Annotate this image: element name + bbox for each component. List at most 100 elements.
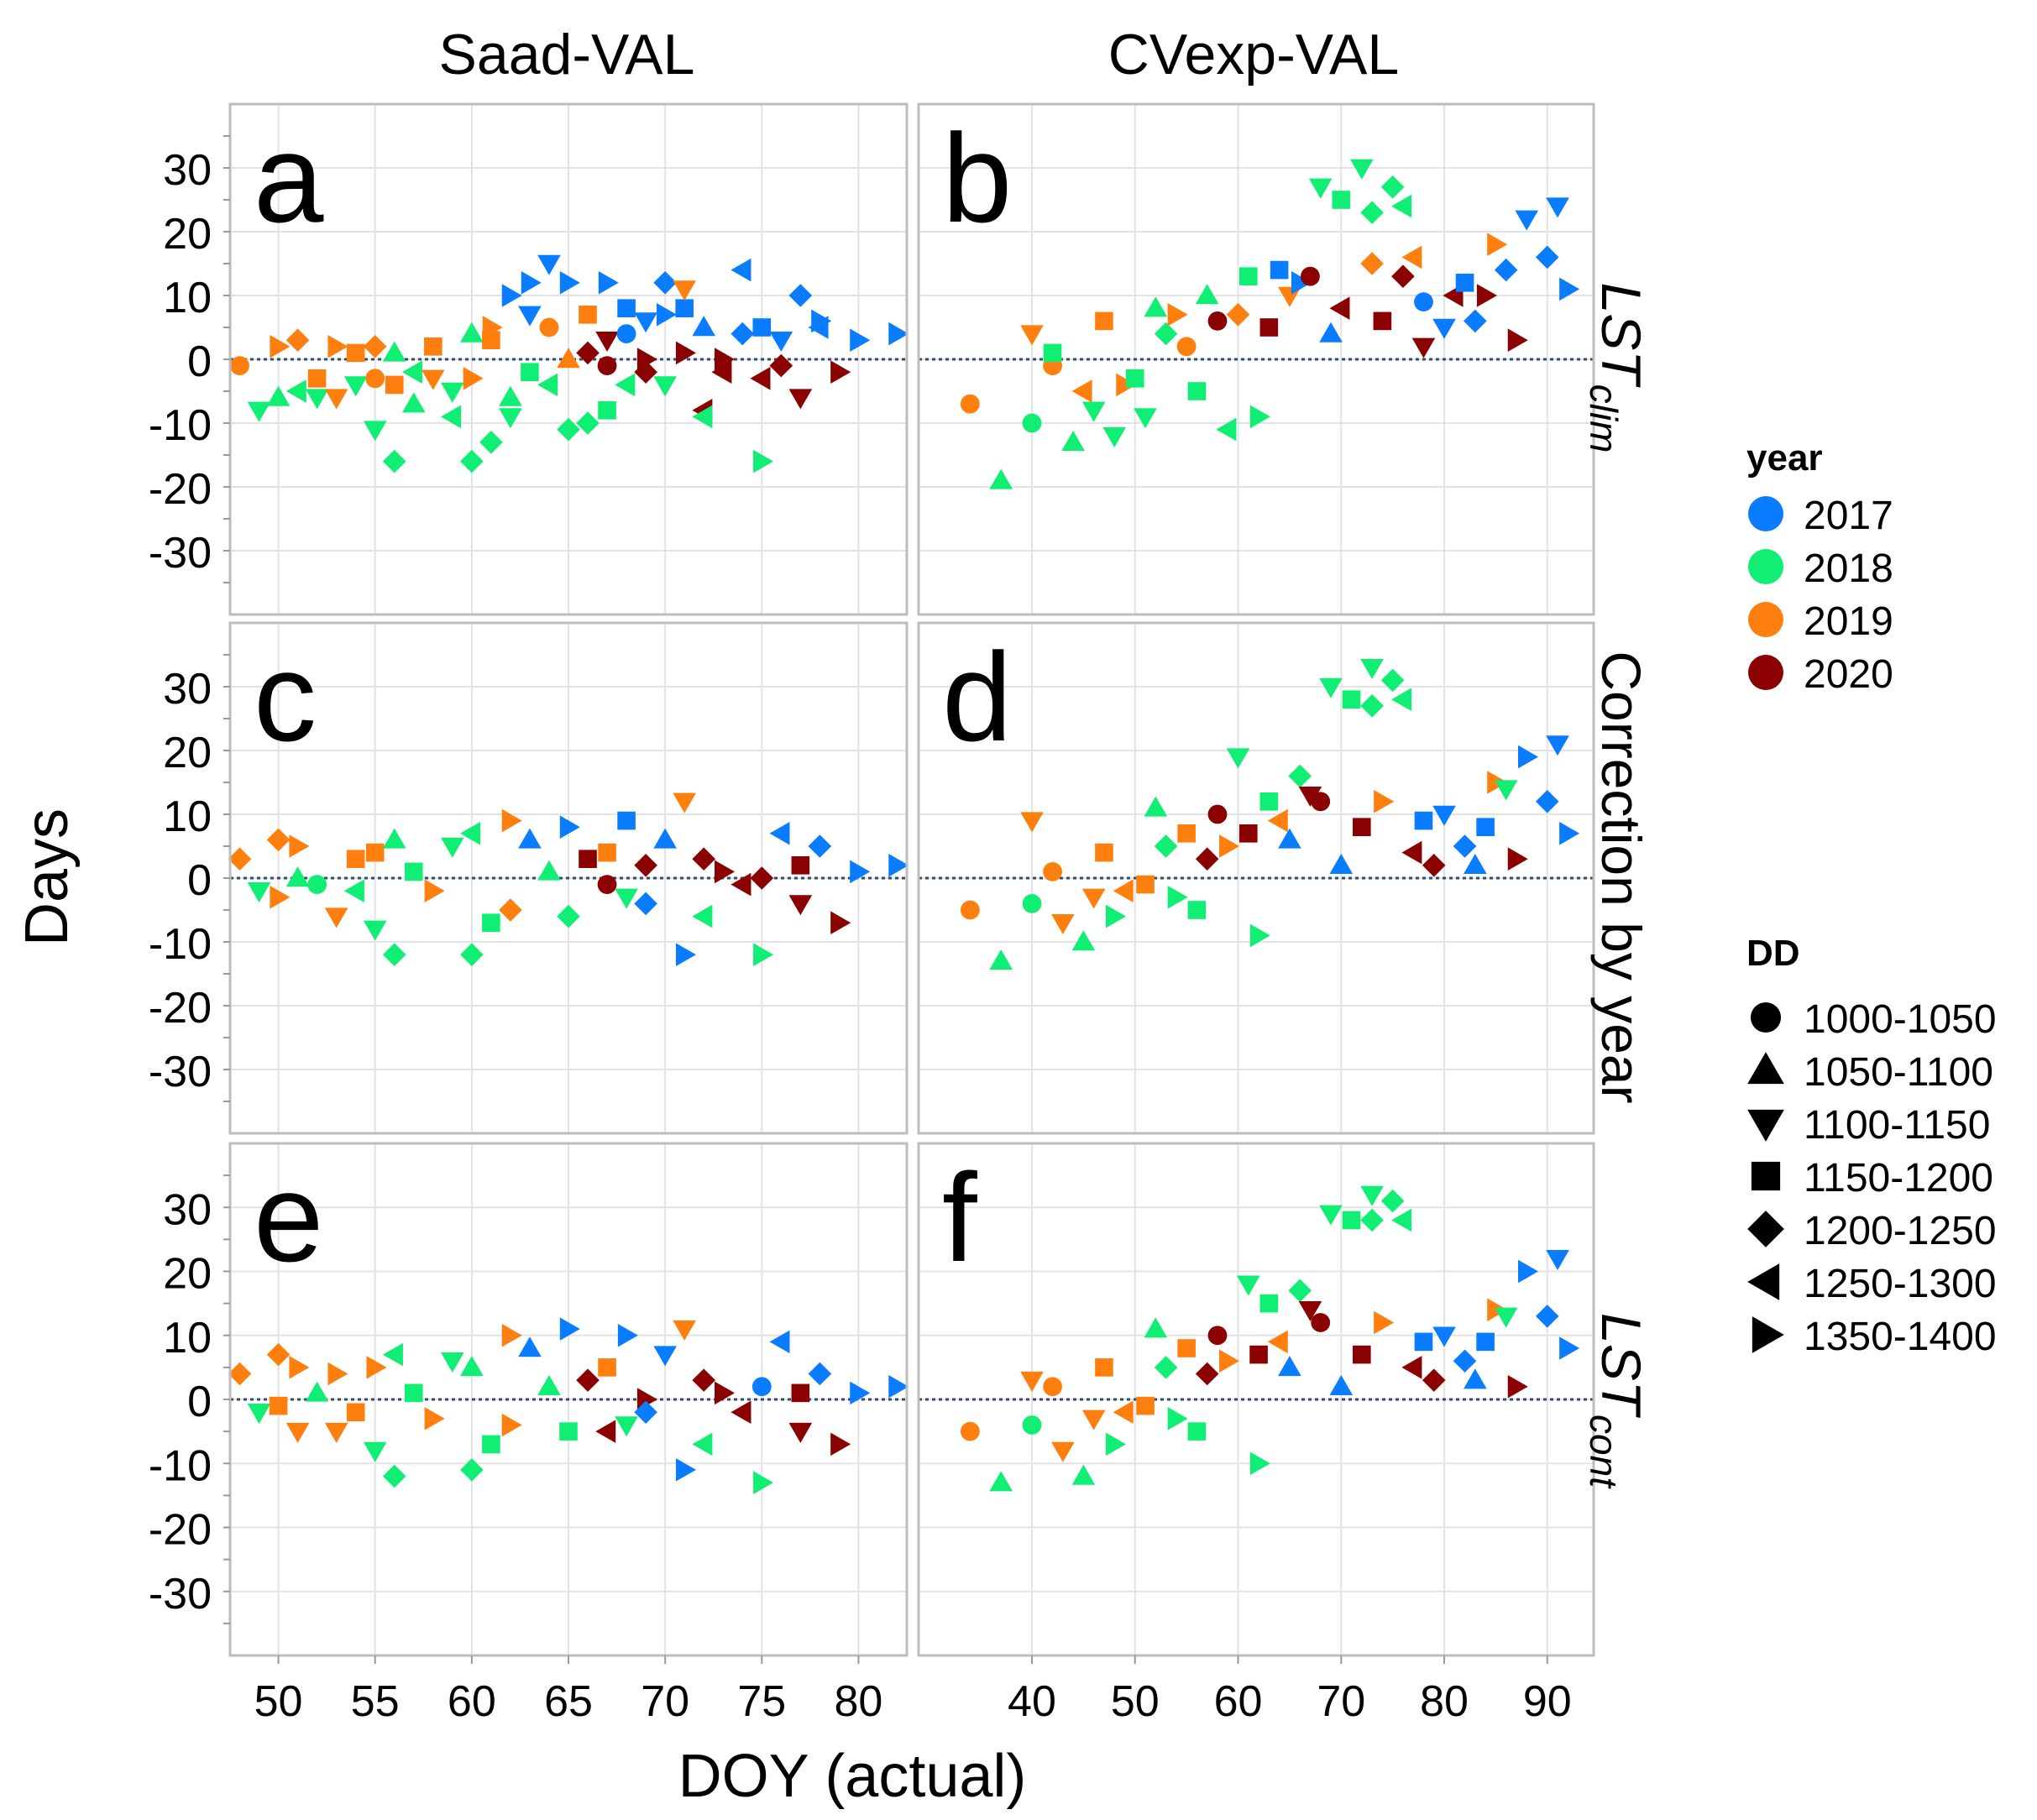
data-point-triangle-down — [247, 1404, 271, 1425]
legend-dd-marker-square — [1751, 1161, 1781, 1191]
data-point-diamond — [557, 904, 580, 928]
data-point-square — [346, 850, 365, 868]
data-point-triangle-down — [653, 376, 677, 397]
data-point-square — [482, 1435, 500, 1454]
panel-letter-b: b — [942, 107, 1012, 248]
data-point-square — [675, 299, 694, 317]
data-point-triangle-up — [557, 348, 580, 369]
panel-frame — [917, 1142, 1595, 1657]
data-point-triangle-up — [460, 1356, 484, 1377]
data-point-triangle-down — [1360, 1185, 1384, 1206]
data-point-circle — [1022, 1415, 1042, 1435]
data-point-square — [1136, 1396, 1155, 1415]
data-point-triangle-down — [343, 376, 368, 397]
data-point-triangle-right — [1487, 233, 1508, 256]
data-point-diamond — [1360, 201, 1384, 224]
data-point-square — [1476, 818, 1495, 836]
data-point-triangle-up — [1071, 1464, 1096, 1485]
data-point-triangle-left — [730, 258, 751, 282]
data-point-diamond — [382, 449, 406, 473]
legend-year-label: 2020 — [1804, 652, 1893, 697]
data-point-triangle-right — [850, 860, 871, 884]
data-point-diamond — [1288, 1279, 1312, 1303]
data-point-square — [752, 318, 772, 337]
data-point-circle — [1022, 894, 1042, 913]
data-point-triangle-down — [363, 920, 387, 941]
data-point-triangle-right — [675, 1458, 696, 1482]
data-point-triangle-left — [285, 379, 306, 403]
data-point-circle — [1043, 862, 1062, 881]
data-point-triangle-right — [289, 834, 310, 858]
data-point-triangle-up — [1329, 854, 1354, 874]
x-tick-label: 60 — [1214, 1677, 1263, 1726]
data-point-triangle-left — [750, 367, 771, 390]
x-tick-label: 50 — [1111, 1677, 1160, 1726]
data-point-triangle-right — [501, 1413, 522, 1437]
data-point-diamond — [1154, 1356, 1178, 1379]
data-point-triangle-down — [1546, 197, 1569, 218]
y-tick-label: -20 — [149, 465, 212, 514]
data-point-triangle-down — [1546, 735, 1569, 756]
data-point-triangle-left — [769, 822, 790, 845]
data-point-triangle-down — [788, 1422, 813, 1443]
data-point-triangle-right — [1559, 1336, 1580, 1360]
x-tick-label: 70 — [641, 1677, 689, 1726]
legend-year-swatch — [1748, 602, 1783, 637]
data-point-triangle-up — [1144, 1317, 1168, 1338]
data-point-triangle-right — [366, 1356, 387, 1379]
data-point-diamond — [1464, 309, 1487, 333]
data-point-triangle-up — [1278, 828, 1301, 849]
data-point-triangle-right — [1106, 1432, 1127, 1457]
x-tick-label: 55 — [351, 1677, 400, 1726]
data-point-triangle-down — [673, 1320, 696, 1341]
data-point-diamond — [1226, 303, 1250, 327]
data-point-circle — [1301, 266, 1320, 286]
data-point-triangle-right — [1374, 790, 1395, 813]
data-point-triangle-down — [1432, 318, 1456, 339]
data-point-diamond — [460, 1458, 484, 1482]
legend-dd-label: 1150-1200 — [1804, 1156, 1993, 1200]
data-point-triangle-right — [1476, 284, 1497, 307]
data-point-diamond — [460, 449, 484, 473]
row-label-correction-by-year: Correction by year — [1590, 651, 1652, 1103]
data-point-triangle-left — [1113, 1400, 1134, 1425]
data-point-square — [404, 862, 423, 881]
data-point-triangle-right — [753, 1471, 774, 1494]
data-point-triangle-left — [1216, 417, 1237, 442]
data-point-triangle-right — [715, 348, 736, 371]
data-point-triangle-down — [1102, 427, 1127, 447]
data-point-circle — [365, 369, 385, 389]
legend-dd-label: 1000-1050 — [1804, 997, 1997, 1042]
data-point-diamond — [1422, 1368, 1446, 1392]
data-point-triangle-up — [382, 828, 406, 849]
data-point-triangle-right — [501, 284, 522, 307]
y-tick-label: 30 — [163, 1185, 212, 1234]
data-point-triangle-left — [1267, 808, 1288, 833]
panel-letter-d: d — [942, 626, 1012, 767]
panel-a: a 30 20 10 0 -10 -20 -30 — [149, 102, 909, 616]
data-point-triangle-up — [1061, 431, 1085, 451]
legend-dd-marker-triangle-right — [1752, 1316, 1784, 1353]
data-point-triangle-down — [1308, 178, 1333, 199]
data-point-triangle-right — [559, 1317, 580, 1341]
data-point-diamond — [460, 943, 484, 966]
data-point-triangle-down — [1494, 780, 1518, 801]
data-point-diamond — [1360, 694, 1384, 718]
y-tick-label: 20 — [163, 1250, 212, 1299]
data-point-diamond — [382, 943, 406, 966]
x-tick-label: 40 — [1008, 1677, 1056, 1726]
data-point-square — [1414, 811, 1433, 830]
data-point-diamond — [634, 892, 657, 916]
data-point-triangle-right — [270, 335, 291, 358]
data-point-diamond — [1154, 834, 1178, 858]
data-point-diamond — [1422, 854, 1446, 877]
data-point-triangle-left — [692, 405, 713, 429]
data-point-triangle-right — [289, 1356, 310, 1379]
data-point-triangle-right — [521, 271, 542, 295]
data-point-circle — [960, 394, 980, 414]
y-tick-label: 30 — [163, 146, 212, 195]
data-point-diamond — [1380, 175, 1405, 199]
data-point-triangle-right — [327, 1362, 348, 1386]
data-point-square — [1259, 792, 1279, 811]
